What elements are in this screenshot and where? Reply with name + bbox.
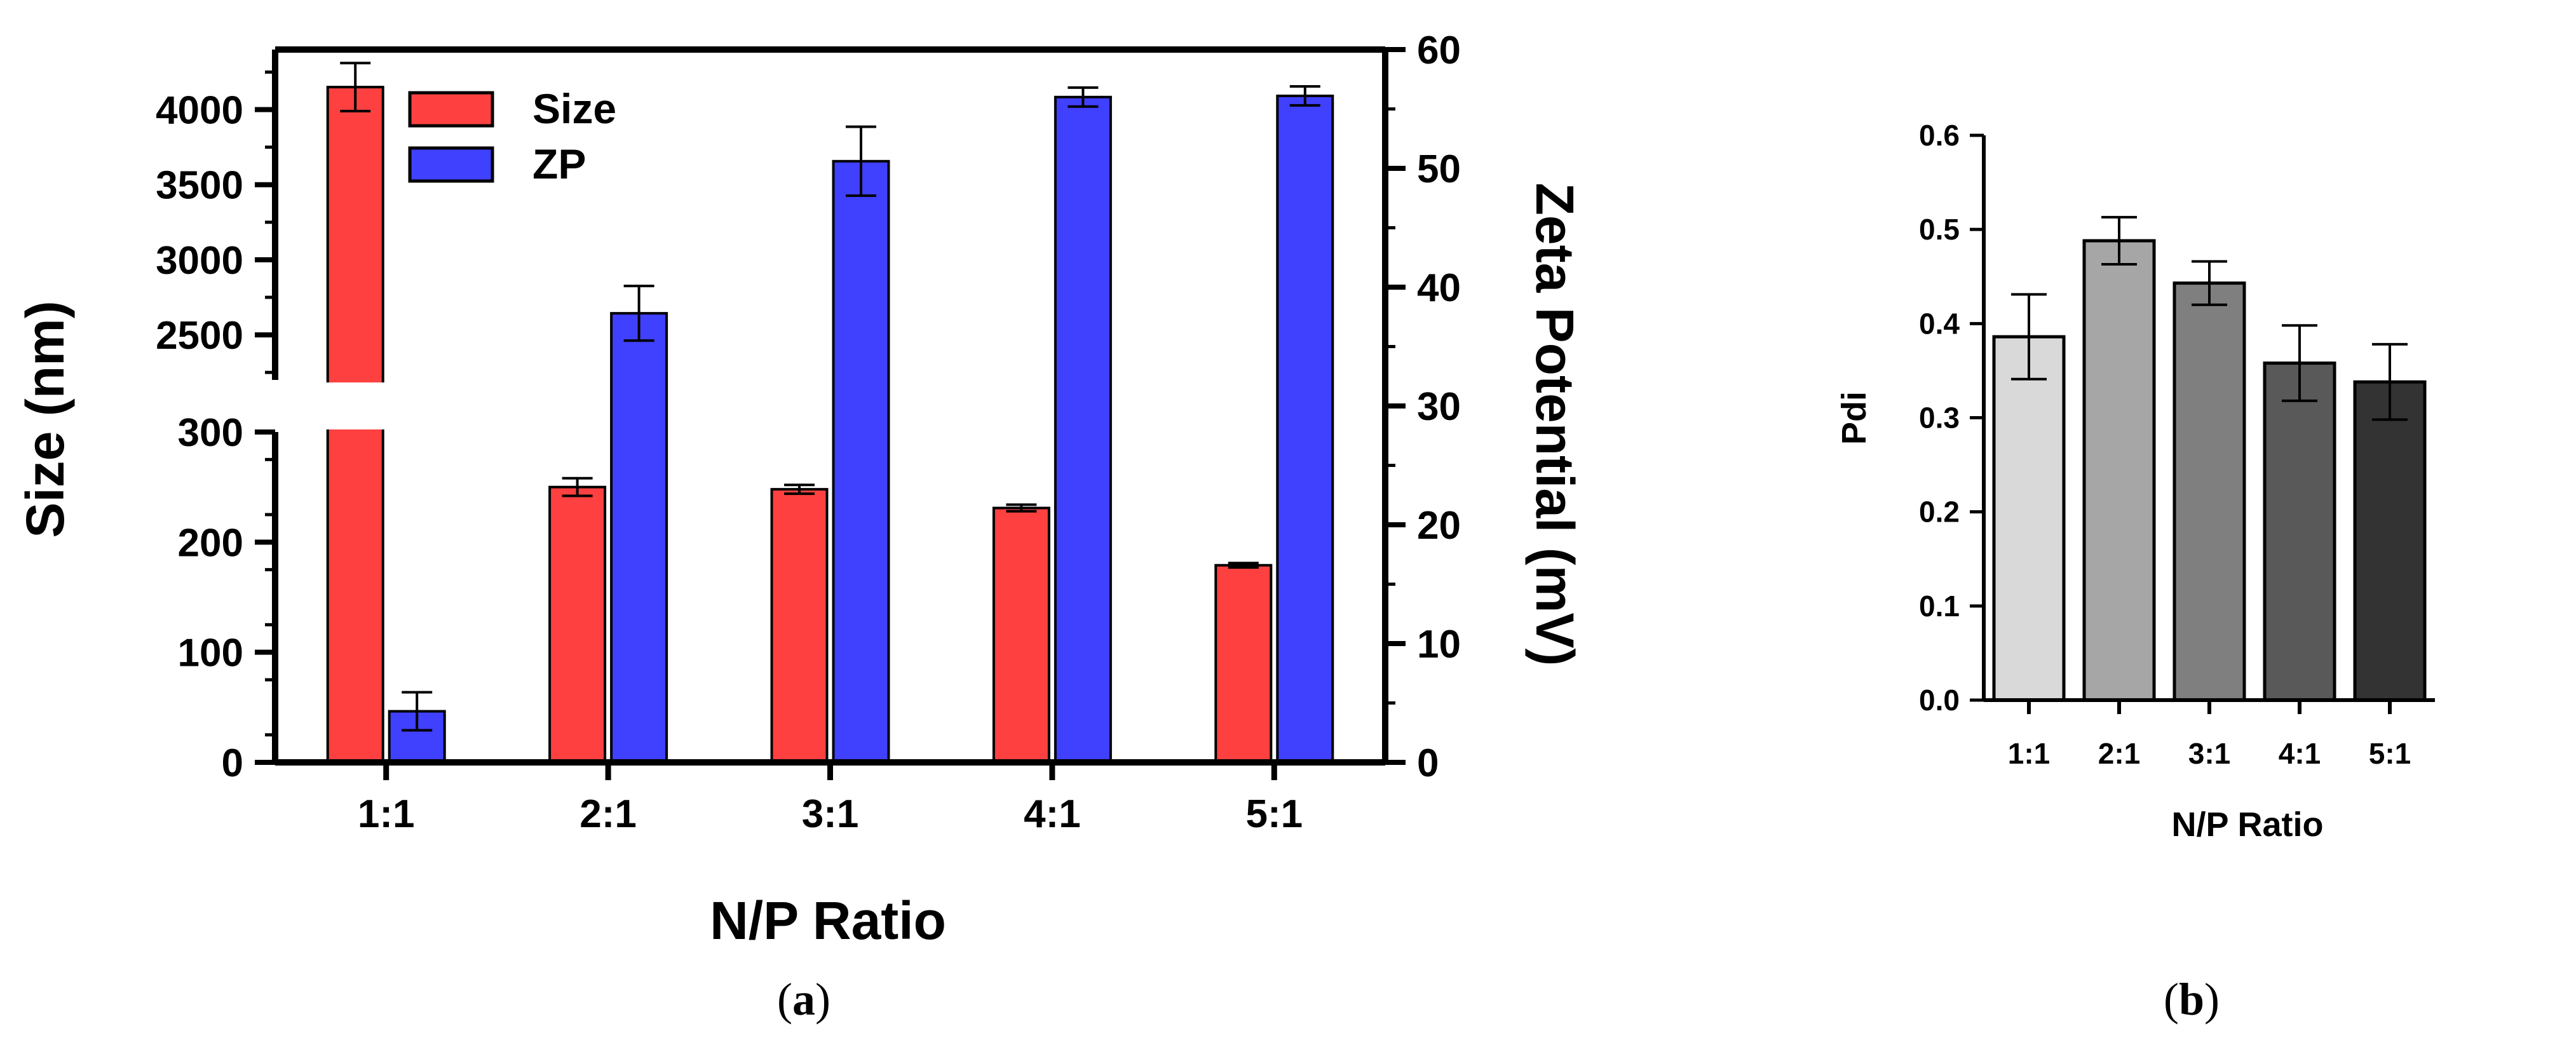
- panel-b-axes: 1:1 2:1 3:1 4:1 5:1 0.0 0.1 0.2 0.3 0.4 0.5 0.6: [1919, 119, 2435, 770]
- bar-zp-3-1: [832, 159, 890, 764]
- panel-a-label-close-paren: ): [815, 974, 830, 1025]
- pdi-y-tick-label-0.2: 0.2: [1919, 496, 1960, 529]
- y-lower-tick-label-0: 0: [222, 741, 243, 785]
- panel-a-y2-axis-title: Zeta Potential (mV): [1525, 183, 1585, 666]
- y-upper-tick-label-3500: 3500: [156, 164, 243, 208]
- pdi-x-tick-label-4-1: 4:1: [2279, 737, 2321, 770]
- pdi-y-tick-label-0.5: 0.5: [1919, 213, 1960, 246]
- bar-size-5-1: [1214, 564, 1273, 764]
- y-upper-tick-label-4000: 4000: [156, 89, 243, 133]
- pdi-x-tick-label-3-1: 3:1: [2188, 737, 2230, 770]
- panel-a-label-letter: a: [792, 974, 815, 1025]
- x-tick-label-4-1: 4:1: [1024, 792, 1081, 836]
- bar-size-4-1: [992, 506, 1050, 764]
- legend-swatch-zp: [408, 146, 494, 183]
- y-lower-tick-label-300: 300: [178, 411, 243, 455]
- pdi-x-tick-label-1-1: 1:1: [2008, 737, 2050, 770]
- y-upper-tick-label-3000: 3000: [156, 239, 243, 283]
- y2-tick-label-30: 30: [1417, 385, 1461, 429]
- x-tick-label-2-1: 2:1: [580, 792, 637, 836]
- x-tick-label-5-1: 5:1: [1245, 792, 1303, 836]
- panel-a-size-zeta-chart: 1:1 2:1 3:1 4:1 5:10100200300250030003500400…: [15, 29, 1585, 1025]
- x-tick-label-3-1: 3:1: [802, 792, 859, 836]
- axis-break-gap: [250, 382, 415, 429]
- bar-size-3-1: [770, 488, 829, 764]
- panel-a-bars: [326, 62, 1334, 764]
- panel-b-label-letter: b: [2179, 974, 2204, 1025]
- bar-zp-2-1: [610, 312, 668, 764]
- bar-zp-5-1: [1276, 94, 1334, 764]
- panel-b-label-open-paren: (: [2164, 974, 2179, 1025]
- pdi-x-tick-label-5-1: 5:1: [2369, 737, 2411, 770]
- pdi-y-tick-label-0.4: 0.4: [1919, 307, 1960, 340]
- panel-a-label-open-paren: (: [777, 974, 792, 1025]
- bar-pdi-3-1: [2173, 281, 2246, 702]
- bar-pdi-5-1: [2353, 380, 2427, 702]
- legend-label-size: Size: [532, 85, 616, 132]
- y2-tick-label-60: 60: [1417, 29, 1461, 72]
- panel-a-label: (a): [777, 974, 830, 1025]
- pdi-y-tick-label-0.1: 0.1: [1919, 590, 1960, 623]
- legend-swatch-size: [408, 91, 494, 128]
- y2-tick-label-20: 20: [1417, 504, 1461, 548]
- panel-b-y-axis-title: Pdi: [1835, 391, 1873, 445]
- pdi-y-tick-label-0.3: 0.3: [1919, 402, 1960, 435]
- panel-a-x-axis-title: N/P Ratio: [710, 891, 946, 950]
- panel-b-label-close-paren: ): [2204, 974, 2220, 1025]
- y-lower-tick-label-200: 200: [178, 521, 243, 565]
- bar-pdi-2-1: [2082, 239, 2156, 702]
- panel-a-axes: 1:1 2:1 3:1 4:1 5:10100200300250030003500400…: [156, 29, 1461, 836]
- bar-zp-4-1: [1054, 95, 1112, 764]
- bar-size-2-1: [548, 485, 607, 764]
- bar-pdi-4-1: [2263, 361, 2336, 702]
- panel-a-y-axis-title: Size (nm): [15, 301, 75, 537]
- y2-tick-label-40: 40: [1417, 266, 1461, 310]
- y2-tick-label-50: 50: [1417, 147, 1461, 191]
- pdi-y-tick-label-0.0: 0.0: [1919, 684, 1960, 717]
- pdi-x-tick-label-2-1: 2:1: [2098, 737, 2140, 770]
- panel-b-label: (b): [2164, 974, 2220, 1025]
- panel-b-pdi-chart: 1:1 2:1 3:1 4:1 5:1 0.0 0.1 0.2 0.3 0.4 0.5 0.6 Pdi…: [1835, 119, 2435, 1025]
- bar-pdi-1-1: [1992, 335, 2066, 702]
- y-upper-tick-label-2500: 2500: [156, 314, 243, 358]
- legend-label-zp: ZP: [532, 140, 586, 187]
- y-lower-tick-label-100: 100: [178, 631, 243, 675]
- panel-a-legend: Size ZP: [408, 85, 616, 187]
- y2-tick-label-10: 10: [1417, 623, 1461, 666]
- panel-b-x-axis-title: N/P Ratio: [2171, 806, 2323, 844]
- pdi-y-tick-label-0.6: 0.6: [1919, 119, 1960, 152]
- panel-b-bars: [1992, 215, 2427, 702]
- x-tick-label-1-1: 1:1: [358, 792, 415, 836]
- y2-tick-label-0: 0: [1417, 741, 1439, 785]
